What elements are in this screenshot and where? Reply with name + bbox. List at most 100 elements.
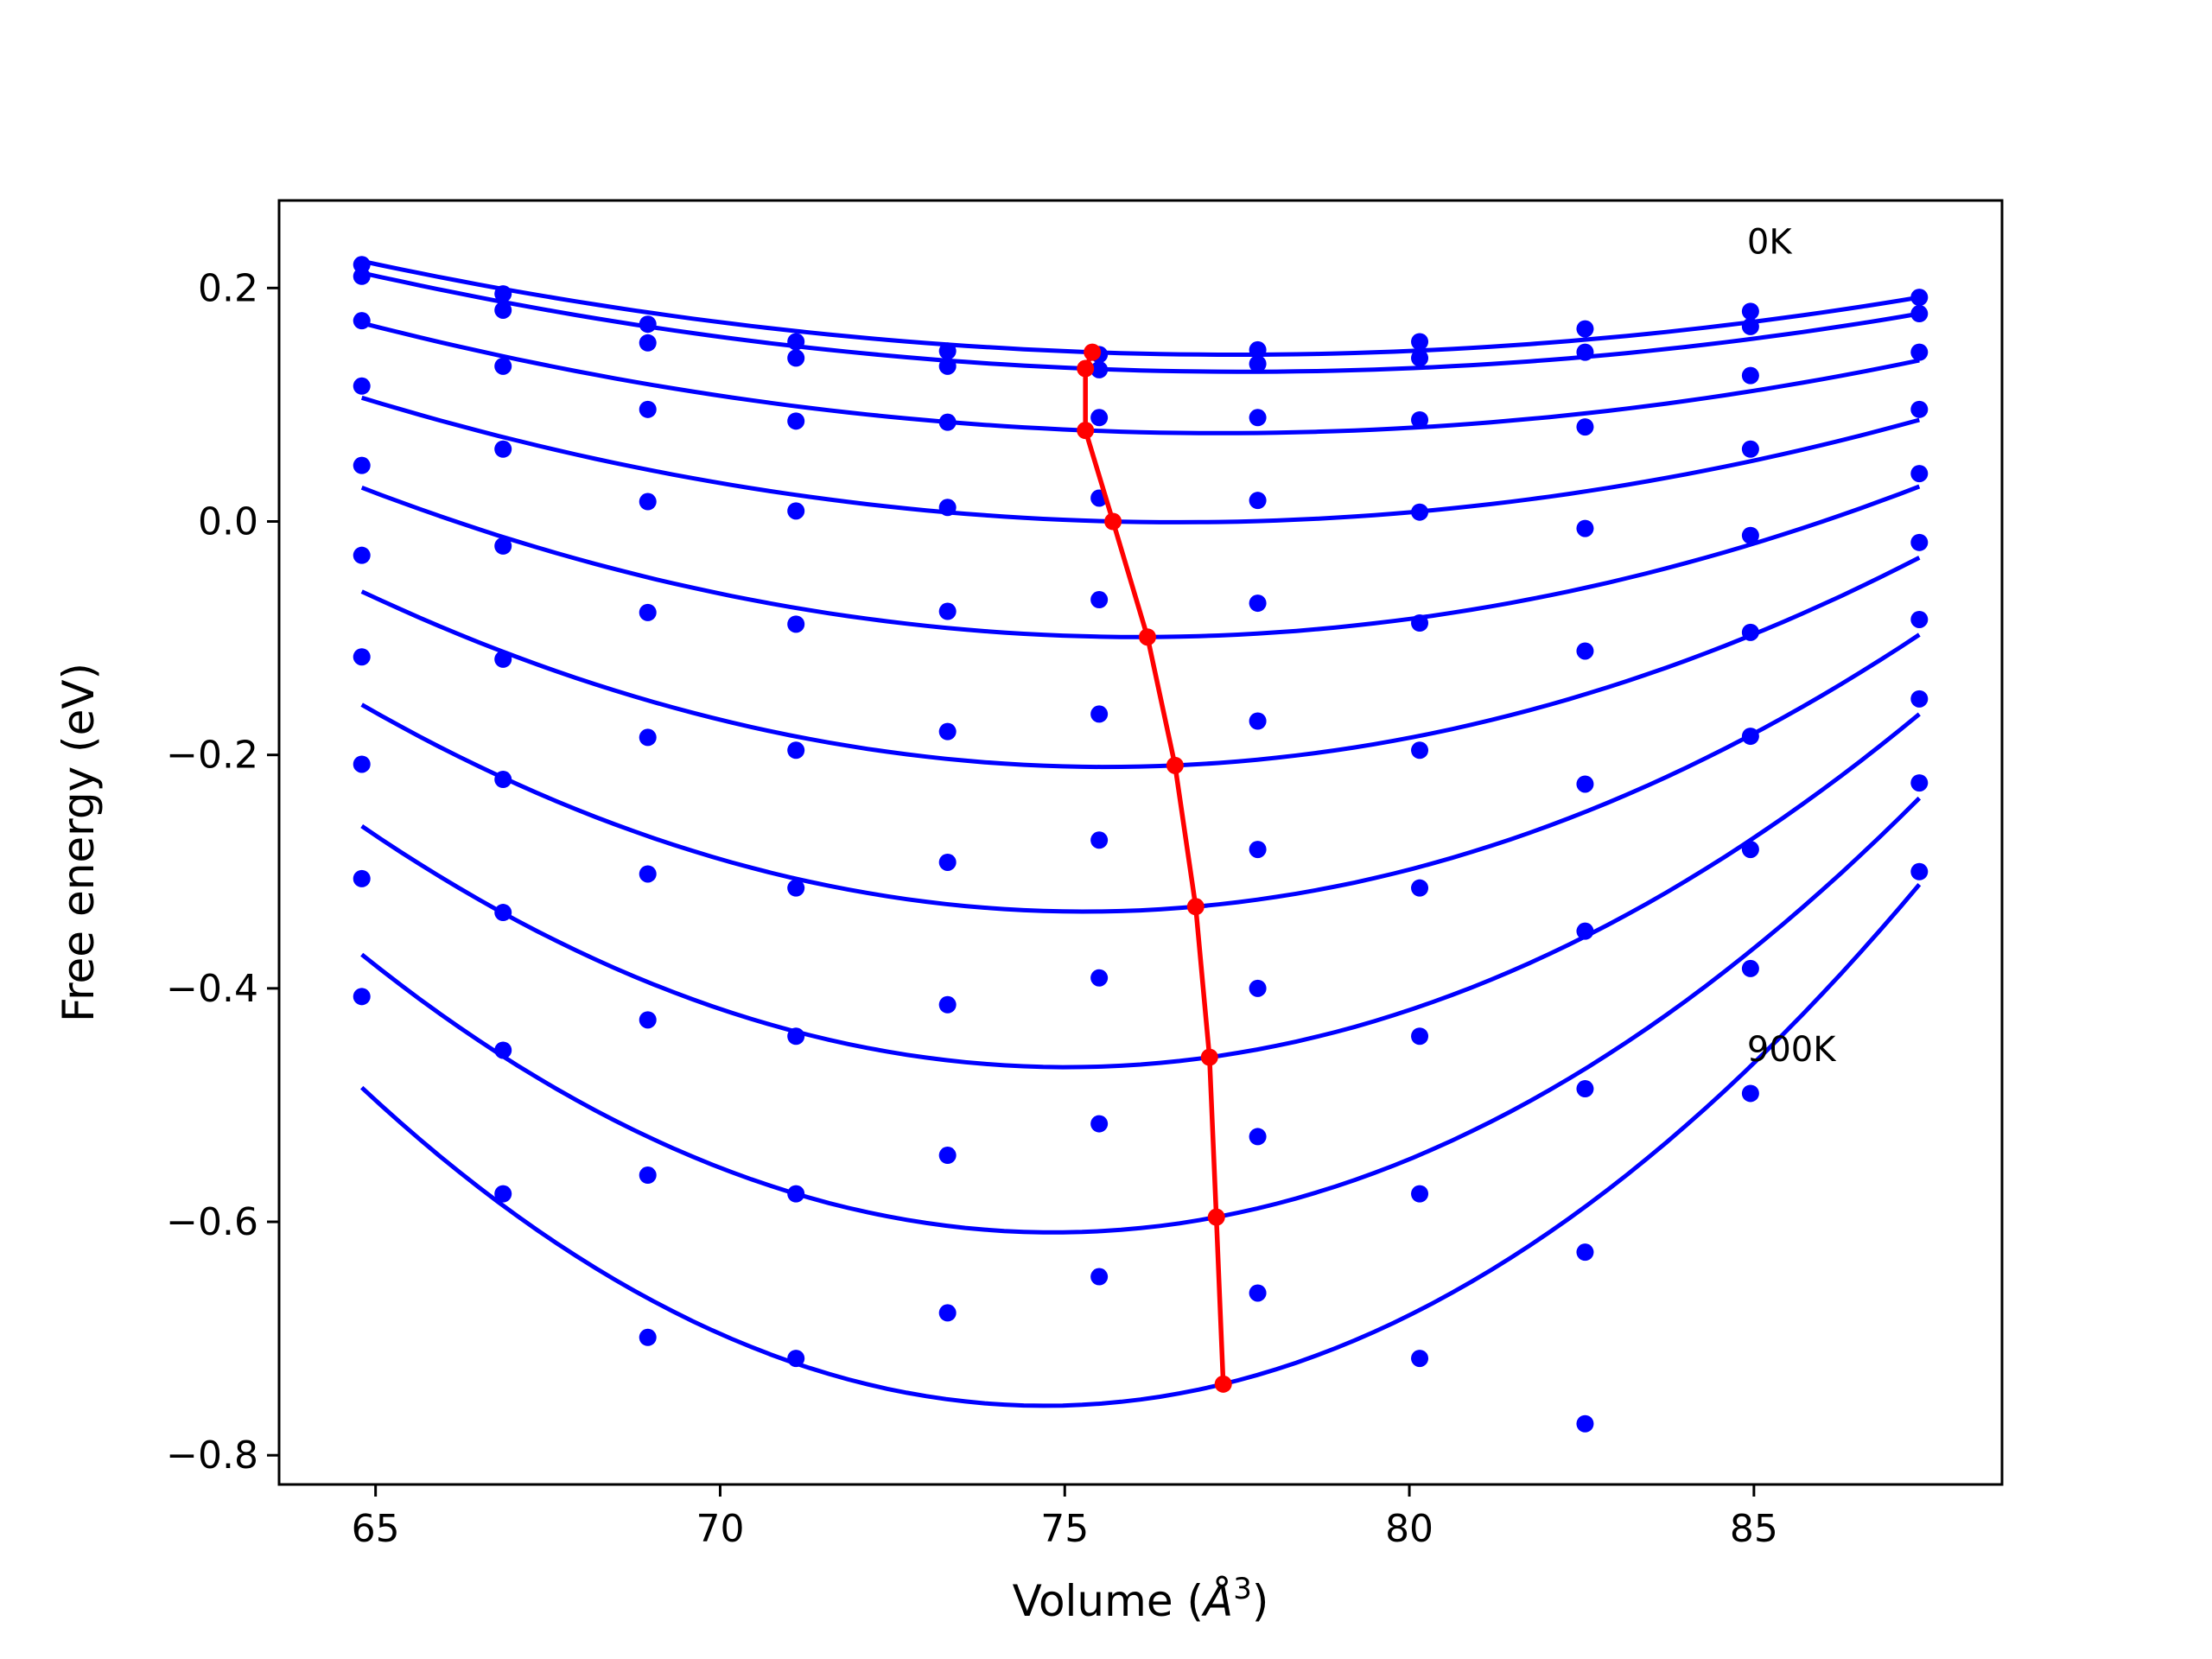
data-point: [353, 755, 371, 773]
data-point: [353, 546, 371, 564]
data-point: [1249, 1284, 1267, 1302]
data-point: [639, 1166, 657, 1185]
data-point: [787, 741, 805, 760]
data-point: [1576, 1243, 1594, 1262]
data-point: [1249, 594, 1267, 613]
data-point: [938, 853, 957, 871]
data-point: [494, 1041, 512, 1059]
data-point: [938, 357, 957, 375]
data-point: [1741, 1084, 1759, 1103]
data-point: [787, 412, 805, 430]
y-tick-label: −0.2: [166, 734, 258, 778]
data-point: [1090, 360, 1109, 378]
data-point: [1411, 349, 1429, 367]
data-point: [1090, 1115, 1109, 1133]
data-point: [353, 456, 371, 474]
data-point: [1411, 410, 1429, 429]
data-point: [1741, 317, 1759, 335]
temperature-series: [353, 862, 1929, 1433]
fit-curve: [361, 258, 1920, 357]
data-point: [938, 342, 957, 360]
data-point: [787, 1027, 805, 1046]
data-point: [787, 1350, 805, 1368]
data-point: [1576, 1080, 1594, 1098]
plot-frame: [277, 199, 2004, 1486]
data-point: [494, 771, 512, 789]
y-tick-label: −0.6: [166, 1200, 258, 1244]
data-point: [1741, 728, 1759, 746]
data-point: [1411, 503, 1429, 521]
data-point: [639, 865, 657, 883]
data-point: [1576, 1414, 1594, 1433]
data-point: [1249, 1128, 1267, 1146]
data-point: [1411, 333, 1429, 351]
data-point: [1576, 519, 1594, 537]
data-point: [1576, 775, 1594, 793]
x-tick-label: 75: [1040, 1507, 1089, 1551]
y-axis: 0.2 0.0 −0.2 −0.4 −0.6 −0.8: [166, 266, 279, 1478]
data-point: [494, 301, 512, 319]
data-point: [1910, 610, 1929, 628]
data-point: [1249, 841, 1267, 859]
fit-curve: [360, 796, 1922, 1235]
data-point: [353, 988, 371, 1006]
data-point: [494, 1185, 512, 1203]
data-point: [494, 904, 512, 922]
data-point: [1090, 831, 1109, 849]
data-point: [938, 413, 957, 431]
x-tick-label: 85: [1730, 1507, 1778, 1551]
data-point: [353, 312, 371, 330]
minimum-point: [1166, 756, 1184, 774]
data-point: [1090, 705, 1109, 723]
data-point: [1576, 320, 1594, 338]
data-point: [1741, 366, 1759, 385]
data-point: [1910, 465, 1929, 483]
fit-curve: [360, 556, 1921, 770]
data-point: [1741, 623, 1759, 641]
minimum-point: [1186, 898, 1205, 916]
data-point: [1411, 1185, 1429, 1203]
data-point: [1910, 533, 1929, 551]
data-point: [938, 602, 957, 620]
data-point: [1910, 862, 1929, 880]
data-point: [1741, 959, 1759, 977]
minimum-point: [1104, 512, 1122, 531]
data-point: [1910, 690, 1929, 708]
data-point: [639, 1011, 657, 1029]
data-point: [938, 499, 957, 517]
x-tick-label: 70: [696, 1507, 744, 1551]
minimum-point: [1138, 628, 1156, 646]
data-point: [1249, 409, 1267, 427]
data-point: [1741, 302, 1759, 321]
temperature-series: [353, 267, 1929, 378]
data-point: [639, 728, 657, 747]
temperature-series: [353, 256, 1929, 364]
data-point: [1910, 774, 1929, 792]
data-point: [1910, 343, 1929, 361]
data-point: [1910, 305, 1929, 323]
data-point: [494, 650, 512, 668]
y-tick-label: −0.8: [166, 1433, 258, 1478]
data-point: [1249, 492, 1267, 510]
data-point: [353, 869, 371, 887]
data-point: [1576, 642, 1594, 660]
data-point: [787, 1185, 805, 1203]
data-point: [1741, 526, 1759, 544]
data-point: [938, 1147, 957, 1165]
temperature-series: [353, 774, 1929, 1262]
plot-area: 0K 900K: [353, 222, 1929, 1433]
fit-curve: [360, 395, 1920, 524]
temperature-series: [353, 456, 1929, 660]
data-point: [639, 334, 657, 352]
data-point: [1249, 979, 1267, 997]
data-point: [1411, 1027, 1429, 1046]
data-point: [1741, 440, 1759, 458]
data-point: [353, 377, 371, 395]
data-point: [1090, 591, 1109, 609]
data-point: [1411, 741, 1429, 760]
data-point: [639, 493, 657, 511]
data-point: [938, 1304, 957, 1322]
minimum-line: [1083, 351, 1226, 1384]
